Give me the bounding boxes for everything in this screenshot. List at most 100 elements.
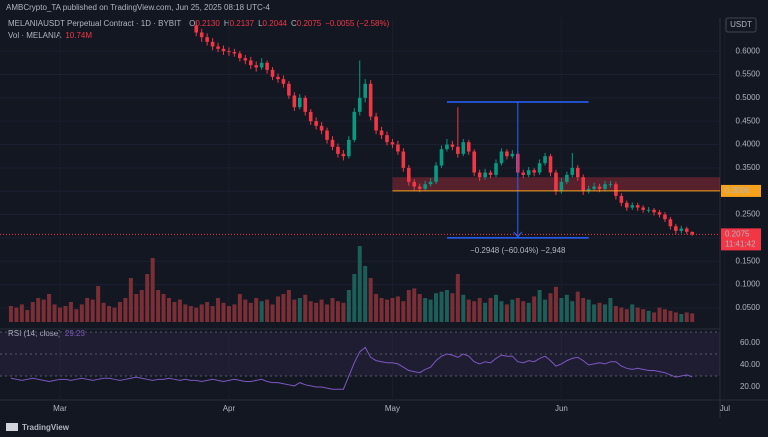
volume-bar — [575, 291, 580, 322]
candle-body — [625, 202, 629, 208]
volume-bar — [526, 302, 531, 322]
volume-bar — [690, 313, 695, 322]
candle-body — [194, 25, 199, 33]
volume-bar — [90, 299, 95, 322]
volume-bar — [553, 286, 558, 322]
candle-body — [652, 209, 656, 213]
volume-bar — [14, 307, 19, 322]
candle-body — [505, 151, 509, 157]
candle-body — [336, 146, 340, 154]
volume-bar — [286, 290, 291, 322]
candle-body — [221, 48, 226, 52]
candle-body — [603, 184, 607, 189]
candle-body — [292, 95, 297, 108]
volume-bar — [303, 294, 308, 322]
candle-body — [483, 172, 487, 178]
volume-bar — [581, 298, 586, 322]
candle-body — [537, 163, 542, 173]
candle-body — [597, 186, 602, 189]
volume-bar — [281, 294, 286, 322]
volume-bar — [276, 296, 280, 322]
volume-bar — [237, 294, 242, 322]
ohlc-value: 0.2137 — [230, 19, 255, 28]
volume-bar — [630, 304, 635, 322]
y-tick-label: 0.6000 — [736, 46, 761, 55]
volume-bar — [504, 304, 509, 322]
candle-body — [510, 153, 515, 157]
candle-body — [657, 212, 662, 215]
candle-body — [466, 142, 471, 152]
candle-body — [663, 214, 667, 220]
currency[interactable]: USDT — [730, 20, 752, 29]
candle-body — [368, 83, 373, 117]
volume-bar — [265, 299, 270, 322]
ohlc-value: 0.2044 — [263, 19, 288, 28]
volume-bar — [259, 301, 264, 322]
publish-info: AMBCrypto_TA published on TradingView.co… — [6, 3, 270, 12]
volume-bar — [248, 302, 253, 322]
currency-box[interactable] — [725, 17, 757, 33]
volume-bar — [232, 304, 237, 322]
candle-body — [379, 130, 384, 136]
volume-bar — [586, 299, 591, 322]
volume-bar — [483, 302, 488, 322]
candle-body — [543, 156, 547, 164]
volume-bar — [112, 307, 117, 322]
price-label: 0.2075 — [725, 230, 750, 239]
volume-bar — [101, 302, 106, 322]
volume-bar — [161, 294, 166, 322]
volume-bar — [434, 293, 439, 322]
candle-body — [521, 172, 526, 175]
candle-body — [559, 181, 564, 192]
candle-body — [586, 188, 591, 192]
volume-bar — [134, 294, 139, 322]
volume-bar — [145, 274, 150, 322]
volume-bar — [47, 294, 52, 322]
ohlc-key: L — [258, 19, 263, 28]
candle-body — [488, 172, 493, 175]
volume-bar — [128, 278, 133, 322]
candle-body — [265, 62, 269, 70]
rsi-legend: RSI (14, close) 29.23 — [8, 329, 85, 338]
candle-body — [287, 83, 291, 96]
volume-bar — [194, 307, 199, 322]
candle-body — [303, 97, 308, 112]
candle-body — [423, 184, 427, 189]
volume-bar — [79, 304, 84, 322]
volume-bar — [635, 307, 640, 322]
volume-bar — [597, 302, 602, 322]
volume-bar — [608, 298, 613, 322]
ohlc-value: 0.2075 — [297, 19, 322, 28]
volume-bar — [488, 298, 493, 322]
candle-body — [270, 69, 275, 77]
candle-body — [690, 231, 694, 235]
ohlc-key: H — [224, 19, 230, 28]
symbol-legend: MELANIAUSDT Perpetual Contract · 1D · BY… — [8, 19, 390, 28]
candle-body — [385, 135, 389, 143]
candle-body — [238, 53, 242, 59]
candle-body — [635, 205, 640, 208]
volume-bar — [472, 301, 477, 322]
volume-bar — [390, 298, 395, 322]
volume-bar — [292, 299, 297, 322]
volume-legend: Vol · MELANIA 10.74M — [8, 31, 92, 40]
volume-bar — [8, 306, 13, 322]
ohlc-key: C — [291, 19, 297, 28]
volume-bar — [63, 306, 68, 322]
symbol: MELANIAUSDT Perpetual Contract · 1D · BY… — [8, 19, 181, 28]
candle-body — [199, 32, 204, 38]
volume-bar — [379, 298, 384, 322]
ohlc-key: O — [189, 19, 195, 28]
candle-body — [298, 97, 302, 108]
volume-bar — [521, 301, 526, 322]
volume-bar — [325, 304, 330, 322]
candle-body — [341, 153, 346, 157]
candle-body — [319, 125, 324, 131]
candle-body — [477, 172, 482, 178]
candle-body — [227, 51, 231, 53]
candle-body — [308, 111, 313, 122]
volume-bar — [603, 304, 607, 322]
volume-bar — [673, 312, 678, 322]
volume-bar — [216, 298, 221, 322]
